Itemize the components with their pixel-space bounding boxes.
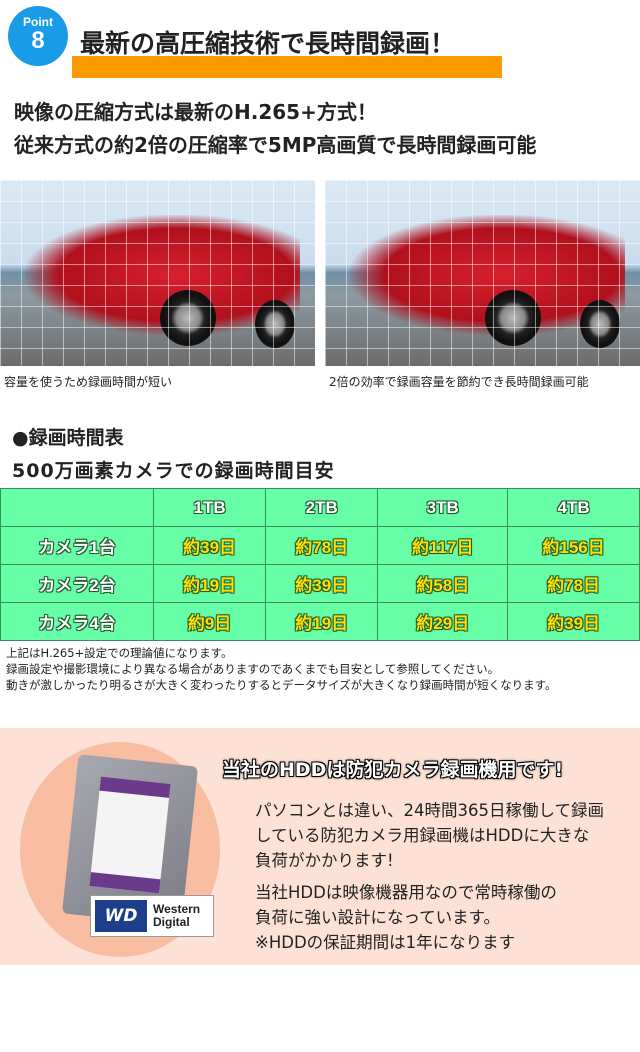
header-cell: 2TB — [265, 488, 379, 527]
recording-time-table: 1TB 2TB 3TB 4TB カメラ1台 約39日 約78日 約117日 約1… — [0, 488, 640, 641]
caption-before: 容量を使うため録画時間が短い — [4, 375, 173, 389]
table-cell: 約78日 — [265, 526, 379, 565]
note-2: 録画設定や撮影環境により異なる場合がありますのであくまでも目安として参照してくだ… — [6, 662, 500, 676]
text-line: 負荷に強い設計になっています。 — [255, 908, 501, 927]
table-cell: 約39日 — [265, 564, 379, 603]
logo-text: Western — [153, 902, 201, 916]
table-cell: 約29日 — [377, 602, 509, 641]
hdd-label — [89, 776, 171, 894]
table-cell: 約78日 — [507, 564, 640, 603]
text-line: している防犯カメラ用録画機はHDDに大きな — [255, 826, 590, 845]
caption-after: 2倍の効率で録画容量を節約でき長時間録画可能 — [329, 375, 589, 389]
wd-logo-mark: WD — [95, 900, 147, 932]
table-row: カメラ2台 約19日 約39日 約58日 約78日 — [0, 564, 640, 603]
table-cell: 約117日 — [377, 526, 509, 565]
western-digital-logo: WD Western Digital — [90, 895, 214, 937]
hdd-paragraph-1: パソコンとは違い、24時間365日稼働して録画 している防犯カメラ用録画機はHD… — [255, 798, 604, 873]
hdd-heading: 当社のHDDは防犯カメラ録画機用です! — [222, 759, 564, 781]
car-photo-after — [325, 180, 640, 366]
title-underline — [72, 56, 502, 78]
text-line: ※HDDの保証期間は1年になります — [255, 933, 516, 952]
intro-line-1: 映像の圧縮方式は最新のH.265+方式！ — [14, 100, 377, 124]
intro-line-2: 従来方式の約2倍の圧縮率で5MP高画質で長時間録画可能 — [14, 133, 537, 157]
table-row: カメラ4台 約9日 約19日 約29日 約39日 — [0, 602, 640, 641]
table-cell: 約58日 — [377, 564, 509, 603]
text-line: パソコンとは違い、24時間365日稼働して録画 — [255, 801, 604, 820]
header-cell: 3TB — [377, 488, 509, 527]
section-subheading: 500万画素カメラでの録画時間目安 — [12, 460, 335, 482]
note-1: 上記はH.265+設定での理論値になります。 — [6, 646, 233, 660]
header-cell: 1TB — [152, 488, 267, 527]
row-label: カメラ2台 — [0, 564, 154, 603]
header-cell — [0, 488, 154, 527]
badge-number: 8 — [31, 27, 45, 54]
table-row: カメラ1台 約39日 約78日 約117日 約156日 — [0, 526, 640, 565]
logo-text: Digital — [153, 915, 190, 929]
hdd-paragraph-2: 当社HDDは映像機器用なので常時稼働の 負荷に強い設計になっています。 ※HDD… — [255, 880, 557, 955]
table-cell: 約39日 — [152, 526, 267, 565]
note-3: 動きが激しかったり明るさが大きく変わったりするとデータサイズが大きくなり録画時間… — [6, 678, 557, 692]
car-photo-before — [0, 180, 315, 366]
table-cell: 約39日 — [507, 602, 640, 641]
text-line: 負荷がかかります! — [255, 851, 394, 870]
table-cell: 約19日 — [265, 602, 379, 641]
table-header-row: 1TB 2TB 3TB 4TB — [0, 488, 640, 527]
badge-word: Point — [23, 15, 53, 29]
point-badge: Point 8 — [8, 6, 68, 66]
text-line: 当社HDDは映像機器用なので常時稼働の — [255, 883, 557, 902]
table-cell: 約156日 — [507, 526, 640, 565]
row-label: カメラ1台 — [0, 526, 154, 565]
page-title: 最新の高圧縮技術で長時間録画！ — [80, 29, 456, 58]
row-label: カメラ4台 — [0, 602, 154, 641]
header-cell: 4TB — [507, 488, 640, 527]
table-cell: 約9日 — [152, 602, 267, 641]
section-heading: ●録画時間表 — [12, 427, 124, 449]
table-cell: 約19日 — [152, 564, 267, 603]
